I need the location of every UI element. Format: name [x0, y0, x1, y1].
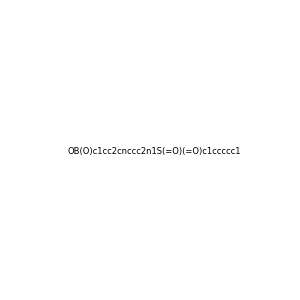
Text: OB(O)c1cc2cnccc2n1S(=O)(=O)c1ccccc1: OB(O)c1cc2cnccc2n1S(=O)(=O)c1ccccc1: [67, 147, 241, 156]
